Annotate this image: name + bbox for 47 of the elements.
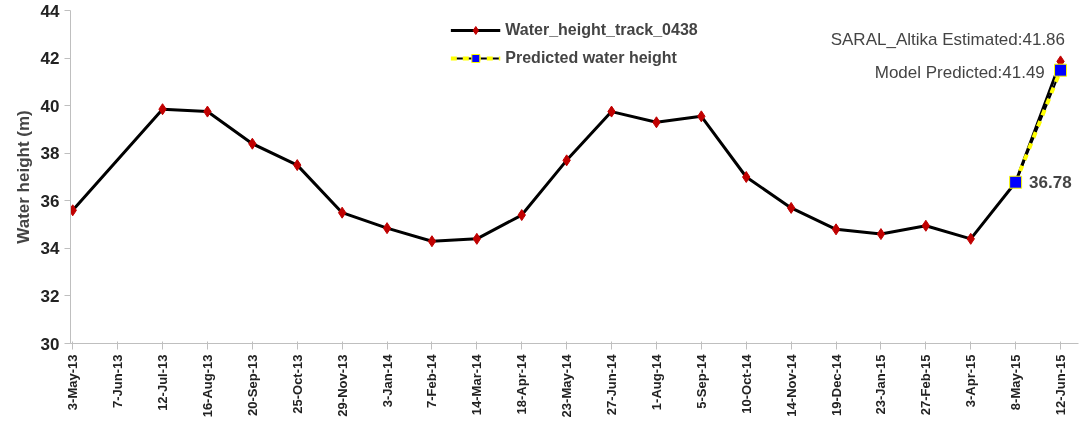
- x-tick-label: 7-Jun-13: [110, 354, 126, 408]
- point: [831, 223, 841, 236]
- point: [921, 219, 931, 232]
- y-axis-title: Water height (m): [13, 110, 33, 244]
- x-tick-label: 10-Oct-14: [738, 353, 754, 414]
- y-tick-label: 38: [40, 144, 60, 164]
- point: [427, 235, 437, 248]
- x-tick-label: 25-Oct-13: [289, 354, 305, 414]
- point: [337, 206, 347, 219]
- y-tick-label: 36: [40, 191, 60, 211]
- legend-label: Water_height_track_0438: [505, 21, 698, 39]
- annotation: SARAL_Altika Estimated:41.86: [830, 30, 1066, 50]
- y-tick-label: 34: [40, 239, 61, 259]
- x-tick-label: 3-Jan-14: [379, 353, 395, 408]
- x-tick-label: 8-May-15: [1008, 354, 1024, 411]
- point: [786, 201, 796, 214]
- x-tick-label: 14-Mar-14: [469, 353, 485, 416]
- x-tick-label: 12-Jul-13: [155, 354, 171, 411]
- annotation: Model Predicted:41.49: [874, 62, 1045, 82]
- y-tick-label: 32: [40, 286, 60, 306]
- point: [1054, 63, 1068, 77]
- x-tick-label: 1-Aug-14: [648, 353, 664, 411]
- x-tick-label: 18-Apr-14: [514, 353, 530, 415]
- x-tick-label: 23-Jan-15: [873, 354, 889, 415]
- point: [742, 171, 751, 183]
- y-tick-label: 30: [40, 334, 60, 354]
- point: [472, 232, 482, 245]
- legend-label: Predicted water height: [505, 49, 677, 67]
- x-tick-label: 3-May-13: [65, 354, 81, 411]
- annotation: 36.78: [1029, 173, 1072, 193]
- x-tick-label: 7-Feb-14: [424, 353, 440, 408]
- x-tick-label: 12-Jun-15: [1053, 354, 1069, 416]
- y-tick-label: 44: [40, 1, 61, 21]
- point: [382, 222, 392, 235]
- x-tick-label: 29-Nov-13: [334, 354, 350, 417]
- x-tick-label: 27-Feb-15: [918, 354, 934, 416]
- x-tick-label: 19-Dec-14: [828, 353, 844, 416]
- x-tick-label: 20-Sep-13: [244, 354, 260, 416]
- x-tick-label: 23-May-14: [559, 353, 575, 418]
- x-tick-label: 3-Apr-15: [963, 354, 979, 408]
- point: [876, 228, 886, 241]
- y-tick-label: 40: [40, 96, 60, 116]
- x-tick-label: 16-Aug-13: [199, 354, 215, 418]
- x-tick-label: 27-Jun-14: [604, 353, 620, 416]
- x-tick-label: 14-Nov-14: [783, 353, 799, 417]
- y-tick-label: 42: [40, 49, 60, 69]
- x-tick-label: 5-Sep-14: [693, 353, 709, 409]
